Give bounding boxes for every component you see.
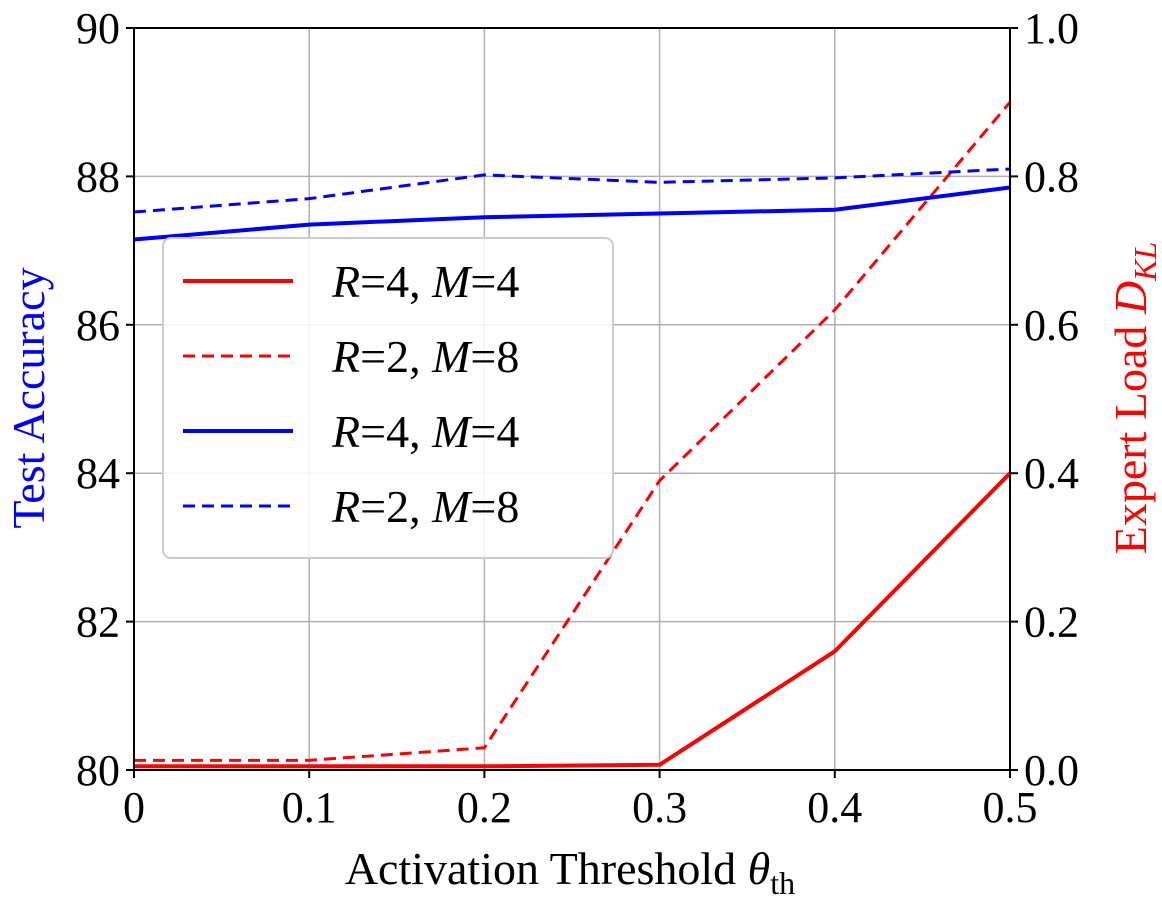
right-y-tick-label: 1.0 bbox=[1024, 4, 1079, 53]
x-tick-label: 0.4 bbox=[807, 783, 862, 832]
right-y-axis-label: Expert Load DKL bbox=[1105, 242, 1162, 555]
left-y-tick-label: 84 bbox=[76, 449, 120, 498]
left-y-axis-label: Test Accuracy bbox=[3, 267, 54, 528]
left-y-tick-label: 88 bbox=[76, 152, 120, 201]
x-tick-label: 0.5 bbox=[983, 783, 1038, 832]
legend: R=4, M=4 R=2, M=8 R=4, M=4 R=2, M=8 bbox=[162, 237, 614, 559]
x-tick-label: 0.2 bbox=[457, 783, 512, 832]
series-line-right-solid-0 bbox=[134, 471, 1012, 769]
legend-label-3: R=2, M=8 bbox=[331, 481, 519, 532]
legend-label-2: R=4, M=4 bbox=[331, 406, 519, 457]
series-line-left-dashed-3 bbox=[133, 167, 1011, 214]
right-y-tick-label: 0.6 bbox=[1024, 301, 1079, 350]
left-y-tick-label: 80 bbox=[76, 746, 120, 795]
legend-label-0: R=4, M=4 bbox=[331, 256, 519, 307]
left-y-tick-label: 82 bbox=[76, 598, 120, 647]
x-tick-label: 0.3 bbox=[632, 783, 687, 832]
x-tick-label: 0 bbox=[123, 783, 145, 832]
left-y-tick-label: 90 bbox=[76, 4, 120, 53]
right-y-tick-label: 0.4 bbox=[1024, 449, 1079, 498]
right-y-tick-label: 0.8 bbox=[1024, 152, 1079, 201]
legend-label-1: R=2, M=8 bbox=[331, 331, 519, 382]
left-y-tick-label: 86 bbox=[76, 301, 120, 350]
series-lines bbox=[133, 101, 1012, 769]
right-y-tick-label: 0.0 bbox=[1024, 746, 1079, 795]
x-tick-label: 0.1 bbox=[282, 783, 337, 832]
right-y-tick-label: 0.2 bbox=[1024, 598, 1079, 647]
axis-ticks: 0 0.1 0.2 0.3 0.4 0.5 80 82 84 86 88 90 0.0 0.2 0.4 0.6… bbox=[76, 4, 1079, 832]
plot-frame bbox=[133, 27, 1011, 771]
series-line-right-dashed-1 bbox=[134, 101, 1012, 762]
x-axis-label: Activation Threshold θth bbox=[345, 843, 795, 901]
legend-box bbox=[162, 237, 614, 559]
series-line-left-solid-2 bbox=[133, 185, 1011, 242]
